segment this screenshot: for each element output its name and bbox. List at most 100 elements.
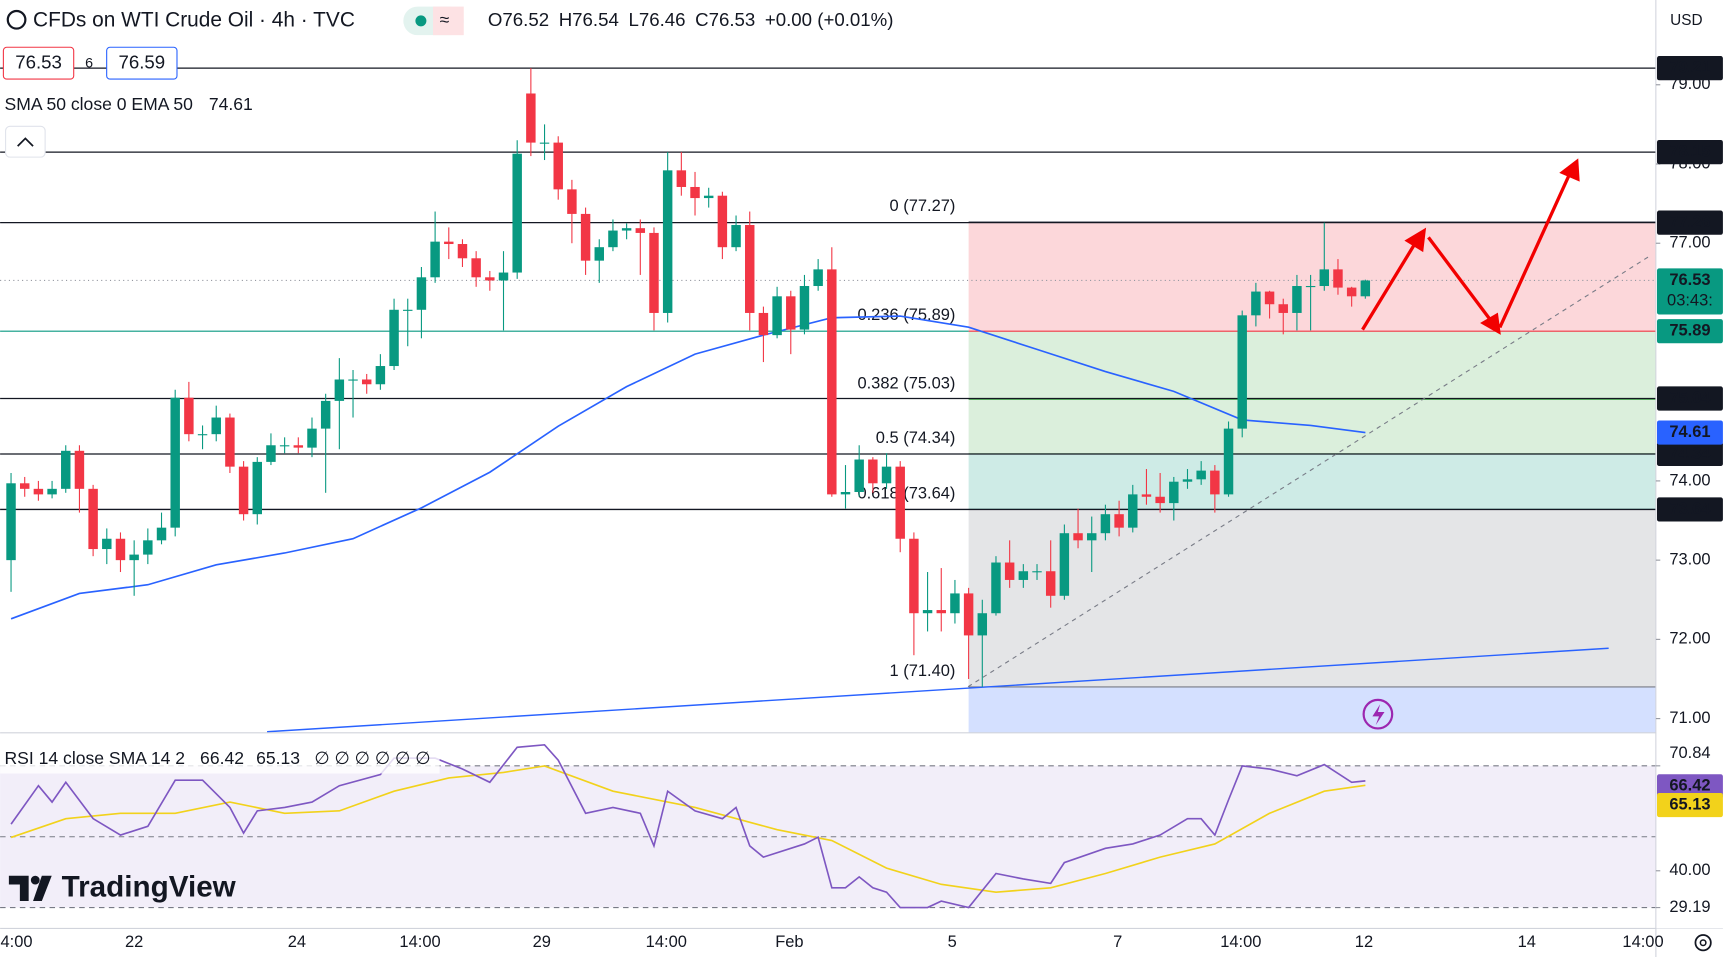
collapse-button[interactable] <box>5 125 46 158</box>
rsi-legend-bg <box>0 744 440 774</box>
candle-body <box>758 312 769 336</box>
candle-body <box>334 379 345 401</box>
rsi-value-label: 66.42 <box>1669 777 1710 795</box>
candle-body <box>1100 514 1111 534</box>
support-label: 75.89 <box>1669 322 1710 340</box>
sell-box[interactable] <box>2 46 75 80</box>
y-tick-label: 40.00 <box>1669 861 1710 879</box>
currency[interactable]: USD <box>1670 12 1702 29</box>
candle-body <box>991 562 1001 614</box>
candle-body <box>1004 562 1015 580</box>
level-label-box <box>1656 497 1723 522</box>
candle-body <box>184 397 194 435</box>
logo: TradingView <box>8 871 237 904</box>
fib-label: 0.236 (75.89) <box>857 306 955 324</box>
candle-body <box>1196 470 1206 480</box>
rsi-value-label: 65.13 <box>1669 795 1710 813</box>
candle-body <box>608 230 618 248</box>
candle-body <box>444 241 454 245</box>
x-tick-label: 4:00 <box>0 933 32 951</box>
x-tick-label: 14:00 <box>1220 933 1261 951</box>
candle-body <box>170 397 180 528</box>
candle-body <box>649 232 659 313</box>
candle-body <box>922 610 933 614</box>
candle-body <box>1237 315 1247 429</box>
candle-body <box>498 272 509 281</box>
candle-body <box>403 309 413 311</box>
candle-body <box>47 488 57 495</box>
candle-body <box>1087 533 1097 541</box>
candle-body <box>868 459 878 484</box>
candle-body <box>320 400 331 429</box>
candle-body <box>102 538 112 550</box>
candle-body <box>594 247 604 261</box>
fib-zone <box>968 399 1656 454</box>
candle-body <box>1264 291 1275 305</box>
buy-box[interactable] <box>106 46 178 80</box>
candle-body <box>19 483 30 489</box>
level-label: 73.64 <box>1669 500 1711 518</box>
x-tick-label: 7 <box>1113 933 1122 951</box>
rsi-legend[interactable]: RSI 14 close SMA 14 2 <box>4 748 185 768</box>
bid: 76.53 <box>15 52 62 73</box>
candle-body <box>266 445 276 462</box>
candle-body <box>854 459 864 493</box>
last-price: 76.53 <box>1669 271 1710 289</box>
candle-body <box>799 286 810 330</box>
candle-body <box>61 450 71 489</box>
candle-body <box>840 492 851 495</box>
candle-body <box>690 186 700 199</box>
symbol[interactable]: CFDs on WTI Crude Oil · 4h · TVC <box>33 8 355 31</box>
ohlc: O76.52 H76.54 L76.46 C76.53 +0.00 (+0.01… <box>488 9 894 30</box>
candle-body <box>238 466 249 515</box>
candle-body <box>950 593 960 614</box>
rsi-placeholders: ∅ ∅ ∅ ∅ ∅ ∅ <box>314 748 430 768</box>
x-tick-label: 14:00 <box>399 933 440 951</box>
candle-body <box>307 428 317 448</box>
candle-body <box>1210 470 1220 495</box>
candle-body <box>88 488 98 550</box>
x-tick-label: 14:00 <box>646 933 687 951</box>
level-label-box <box>1656 210 1723 235</box>
ohlc-high: H76.54 <box>559 9 619 30</box>
y-tick-label: 73.00 <box>1669 551 1710 569</box>
rsi-line <box>10 743 1366 909</box>
indicator-legend[interactable]: SMA 50 close 0 EMA 50 <box>4 94 193 114</box>
candle-body <box>471 258 481 278</box>
ask: 76.59 <box>118 52 165 73</box>
candle-body <box>895 466 905 539</box>
x-tick-label: 24 <box>288 933 306 951</box>
level-label-box <box>1656 441 1723 467</box>
level-label: 79.21 <box>1669 58 1710 76</box>
level-label-box <box>1656 140 1723 165</box>
candle-body <box>1223 428 1234 495</box>
candle-body <box>225 417 235 467</box>
level-label: 74.34 <box>1669 444 1711 462</box>
candle-body <box>1305 286 1316 288</box>
candle-body <box>731 225 741 248</box>
fib-zone <box>968 686 1656 733</box>
support-label-box <box>1656 319 1723 344</box>
candle-body <box>676 170 687 187</box>
ema-label-box <box>1656 420 1723 445</box>
event-icon-bolt <box>1372 704 1385 726</box>
candle-body <box>977 613 988 636</box>
event-icon[interactable] <box>1362 698 1394 730</box>
fib-label: 1 (71.40) <box>890 662 956 680</box>
candle-body <box>1018 571 1029 580</box>
fib-label: 0 (77.27) <box>890 197 956 215</box>
candle-body <box>1360 280 1371 297</box>
fib-zone <box>968 221 1656 332</box>
settings-icon[interactable] <box>1694 934 1712 952</box>
candle-body <box>1032 571 1042 573</box>
trend-line <box>267 647 1609 733</box>
rsi-sma-line <box>10 765 1366 894</box>
annotations <box>267 158 1652 733</box>
candle-body <box>1114 514 1124 528</box>
candle-body <box>74 450 85 489</box>
ohlc-open: O76.52 <box>488 9 549 30</box>
candle-body <box>772 296 782 336</box>
candle-body <box>512 153 522 273</box>
